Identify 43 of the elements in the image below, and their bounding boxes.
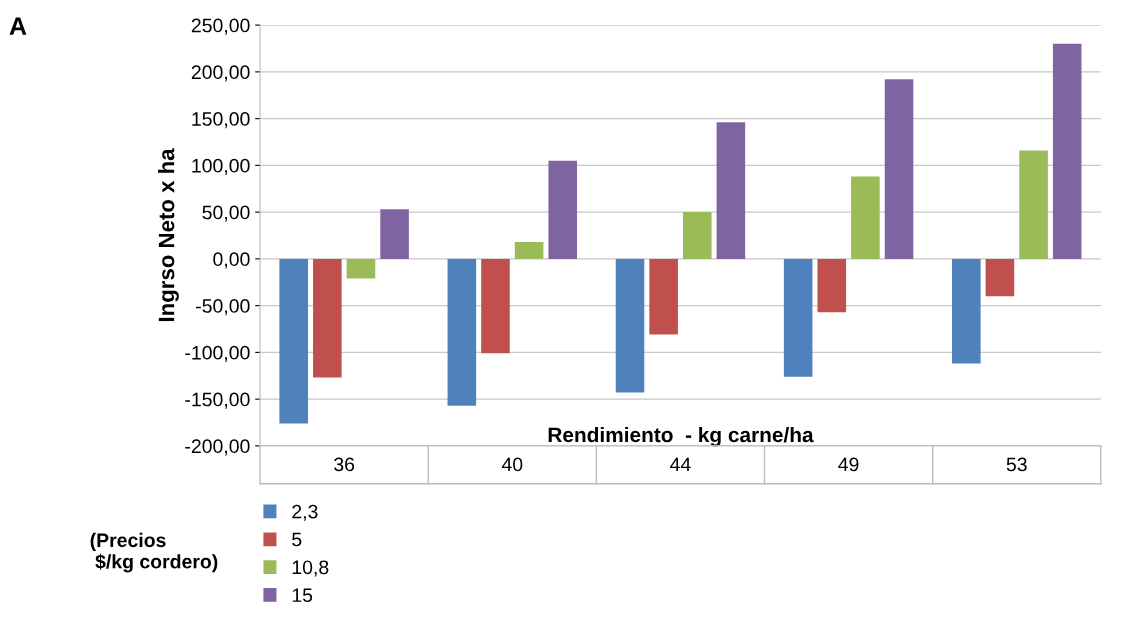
legend-title: (Precios $/kg cordero) [90,532,218,573]
y-tick-label: 50,00 [202,205,250,222]
bar [615,258,645,393]
bar [346,258,376,279]
bar [548,160,578,259]
x-axis-title: Rendimiento - kg carne/ha [548,426,814,447]
y-axis-title: Ingrso Neto x ha [158,148,179,322]
bar [649,258,678,335]
bar [783,258,813,377]
x-tick-label: 49 [838,457,859,472]
legend-label: 5 [292,532,302,547]
y-tick-label: 200,00 [191,65,250,82]
legend-label: 15 [292,588,313,603]
x-tick-label: 53 [1006,457,1027,472]
y-tick-label: -150,00 [185,392,250,409]
bar [884,79,914,259]
bar [952,258,981,364]
y-tick-label: 0,00 [213,252,250,269]
bar [514,242,544,259]
bar [985,258,1015,297]
text: A [9,17,27,35]
y-tick-label: -200,00 [185,439,250,456]
bar [380,209,409,259]
y-tick-label: 250,00 [191,18,250,35]
legend-label: 10,8 [292,560,329,577]
bar [313,258,342,378]
bar [817,258,847,313]
bar [279,258,308,424]
bar [481,258,510,354]
y-tick-label: -100,00 [185,345,250,362]
legend-label: 2,3 [292,504,318,521]
bar [447,258,477,406]
x-tick-label: 36 [334,457,355,472]
bar [851,176,880,259]
y-tick-label: -50,00 [196,299,250,316]
x-tick-label: 44 [670,457,691,472]
bar [682,212,712,259]
x-tick-label: 40 [501,457,523,472]
y-tick-label: 150,00 [192,112,250,129]
y-tick-label: 100,00 [192,158,250,175]
bar [1019,150,1048,259]
bar [716,122,746,259]
bar [1052,43,1082,259]
